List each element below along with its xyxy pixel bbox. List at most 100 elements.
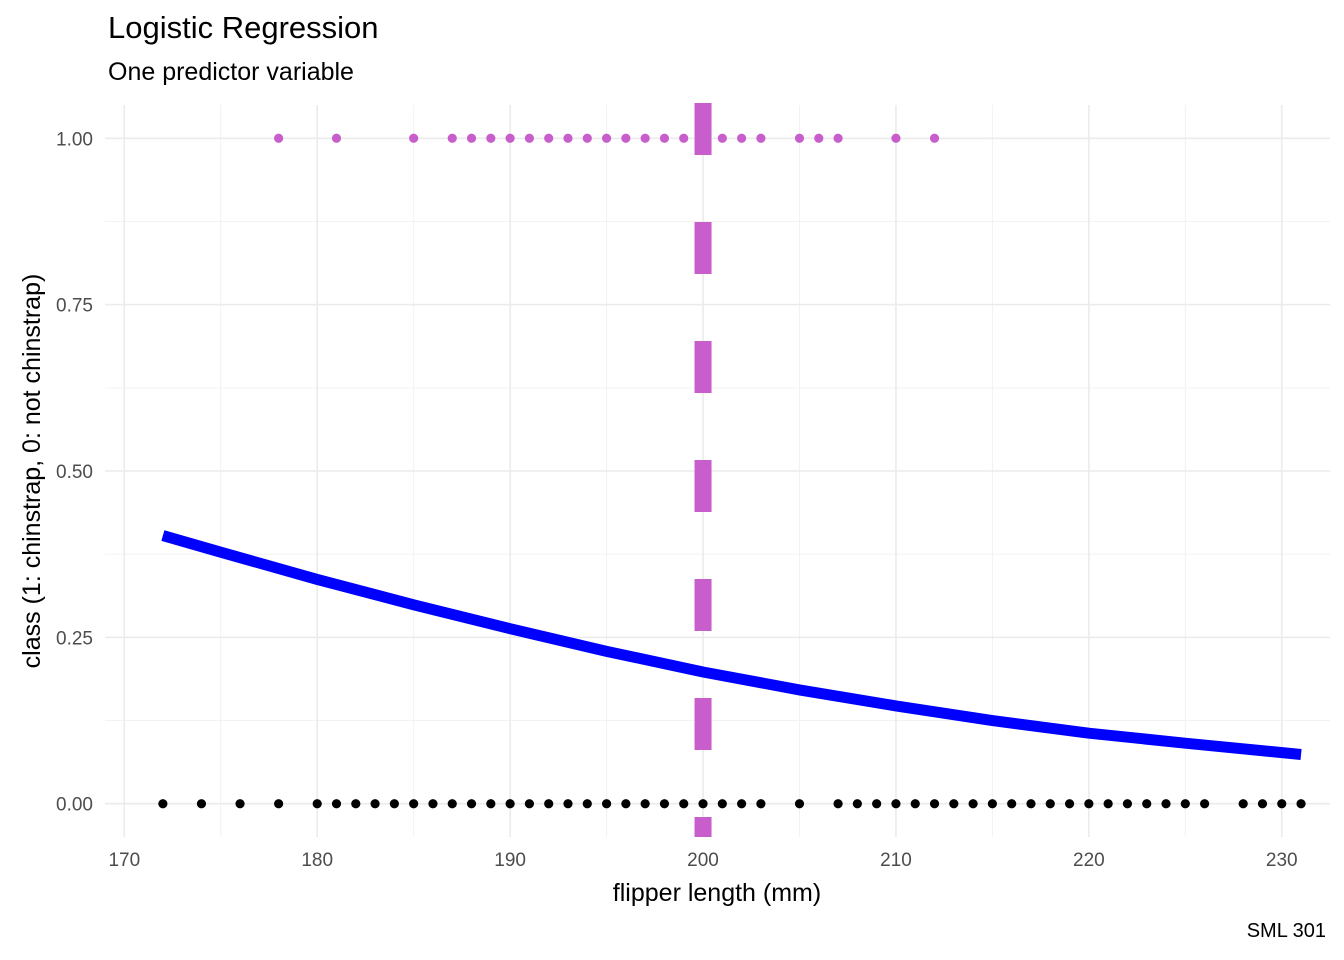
- x-tick-label: 190: [494, 850, 526, 871]
- data-point-class-0: [274, 799, 284, 809]
- data-point-class-0: [370, 799, 380, 809]
- data-point-class-0: [158, 799, 168, 809]
- x-axis-title: flipper length (mm): [613, 879, 821, 907]
- data-point-class-1: [505, 133, 515, 143]
- data-point-class-1: [640, 133, 650, 143]
- y-tick-labels: 0.00 0.25 0.50 0.75 1.00: [56, 129, 93, 815]
- data-point-class-0: [601, 799, 612, 809]
- data-point-class-0: [1045, 799, 1055, 809]
- data-point-class-1: [756, 133, 766, 143]
- data-point-class-1: [486, 133, 496, 143]
- data-point-class-0: [910, 799, 920, 809]
- data-point-class-0: [1200, 799, 1210, 809]
- x-tick-label: 220: [1073, 850, 1105, 871]
- data-point-class-0: [737, 799, 747, 809]
- data-point-class-0: [409, 799, 419, 809]
- data-point-class-0: [852, 799, 862, 809]
- points-class-1: [274, 133, 940, 143]
- chart-subtitle: One predictor variable: [108, 58, 354, 86]
- x-tick-label: 170: [108, 850, 140, 871]
- x-tick-label: 200: [687, 850, 719, 871]
- data-point-class-0: [679, 799, 689, 809]
- data-point-class-0: [447, 799, 457, 809]
- chart-title: Logistic Regression: [108, 10, 379, 45]
- data-point-class-0: [389, 799, 399, 809]
- data-point-class-1: [814, 133, 824, 143]
- data-point-class-0: [524, 799, 535, 809]
- data-point-class-0: [872, 799, 882, 809]
- data-point-class-0: [1142, 799, 1152, 809]
- data-point-class-1: [737, 133, 747, 143]
- data-point-class-0: [968, 799, 978, 809]
- data-point-class-1: [582, 133, 592, 143]
- data-point-class-0: [1026, 799, 1036, 809]
- data-point-class-1: [524, 133, 535, 143]
- data-point-class-0: [891, 799, 901, 809]
- y-tick-label: 0.50: [56, 462, 93, 483]
- chart-caption: SML 301: [1246, 920, 1326, 942]
- data-point-class-1: [563, 133, 573, 143]
- x-tick-label: 210: [880, 850, 912, 871]
- data-point-class-0: [466, 799, 477, 809]
- points-class-0: [158, 799, 1306, 809]
- data-point-class-1: [447, 133, 457, 143]
- data-point-class-0: [1180, 799, 1190, 809]
- data-point-class-1: [601, 133, 612, 143]
- data-point-class-0: [196, 799, 207, 809]
- y-tick-label: 0.25: [56, 628, 93, 649]
- data-point-class-0: [1238, 799, 1248, 809]
- data-point-class-0: [1122, 799, 1133, 809]
- data-point-class-0: [929, 799, 940, 809]
- data-point-class-0: [505, 799, 515, 809]
- data-point-class-0: [717, 799, 727, 809]
- data-point-class-0: [312, 799, 322, 809]
- data-point-class-0: [1084, 799, 1094, 809]
- y-tick-label: 0.00: [56, 795, 93, 816]
- data-point-class-1: [794, 133, 805, 143]
- data-point-class-0: [351, 799, 361, 809]
- data-point-class-0: [949, 799, 959, 809]
- data-point-class-0: [1007, 799, 1017, 809]
- data-point-class-0: [698, 799, 708, 809]
- data-point-class-1: [274, 133, 284, 143]
- data-point-class-0: [331, 799, 342, 809]
- data-point-class-1: [717, 133, 727, 143]
- fitted-curve: [161, 530, 1302, 760]
- data-point-class-1: [621, 133, 631, 143]
- data-point-class-0: [428, 799, 438, 809]
- data-point-class-0: [621, 799, 631, 809]
- data-point-class-1: [698, 133, 708, 143]
- data-point-class-1: [929, 133, 940, 143]
- y-axis-title: class (1: chinstrap, 0: not chinstrap): [18, 274, 46, 669]
- y-tick-label: 1.00: [56, 129, 93, 150]
- data-point-class-1: [659, 133, 670, 143]
- x-tick-label: 230: [1266, 850, 1298, 871]
- data-point-class-1: [891, 133, 901, 143]
- data-point-class-1: [409, 133, 419, 143]
- data-point-class-1: [544, 133, 554, 143]
- data-point-class-0: [1277, 799, 1287, 809]
- data-point-class-1: [833, 133, 843, 143]
- data-point-class-0: [582, 799, 592, 809]
- data-point-class-0: [756, 799, 766, 809]
- data-point-class-0: [1257, 799, 1268, 809]
- y-tick-label: 0.75: [56, 296, 93, 317]
- data-point-class-1: [331, 133, 342, 143]
- x-tick-labels: 170 180 190 200 210 220 230: [108, 850, 1297, 871]
- data-point-class-0: [987, 799, 998, 809]
- data-point-class-1: [679, 133, 689, 143]
- data-point-class-0: [1161, 799, 1171, 809]
- data-point-class-0: [833, 799, 843, 809]
- data-point-class-0: [563, 799, 573, 809]
- data-point-class-0: [794, 799, 805, 809]
- data-point-class-0: [640, 799, 650, 809]
- x-tick-label: 180: [301, 850, 333, 871]
- grid-major: [105, 105, 1330, 837]
- data-point-class-0: [544, 799, 554, 809]
- fitted-curve-group: [161, 530, 1302, 760]
- data-point-class-1: [466, 133, 477, 143]
- grid-minor: [105, 105, 1330, 837]
- data-point-class-0: [1296, 799, 1306, 809]
- data-point-class-0: [235, 799, 245, 809]
